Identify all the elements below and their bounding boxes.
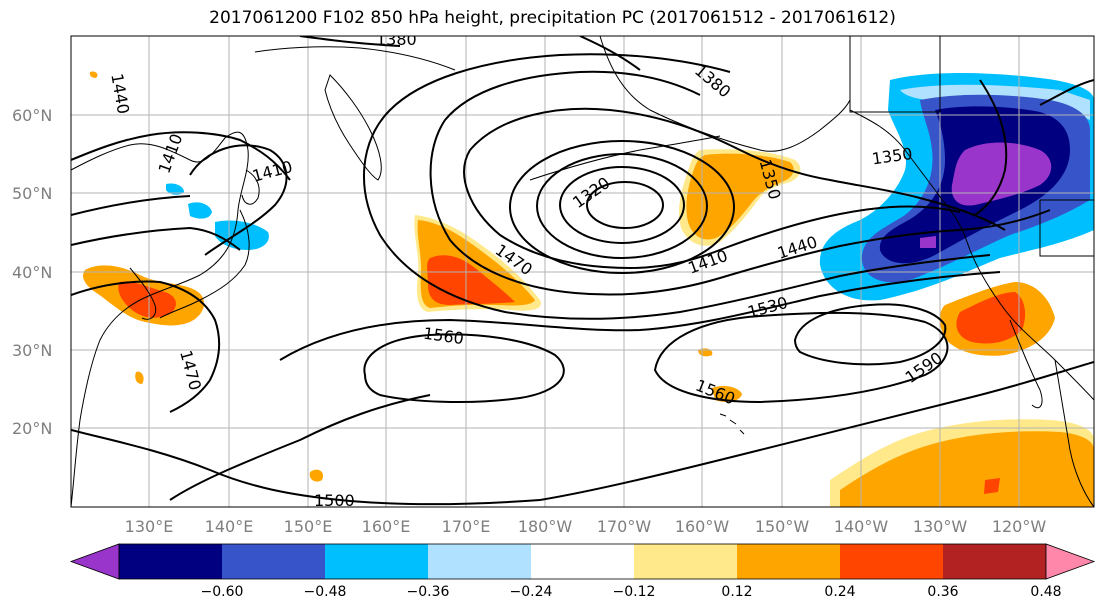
coast-nw-america <box>849 36 1094 401</box>
contour-1380-north <box>299 36 641 71</box>
colorbar-segment <box>531 544 634 579</box>
lon-label: 140°W <box>834 517 889 536</box>
colorbar-tick-label: −0.60 <box>201 584 244 600</box>
precip-region-pos-mexico-mid <box>840 431 1094 507</box>
lat-label: 30°N <box>12 341 52 360</box>
precip-region-pos-band-core <box>427 255 515 305</box>
colorbar: −0.60 −0.48 −0.36 −0.24 −0.12 0.12 0.24 0.36 0.4… <box>69 543 1096 600</box>
lon-label: 160°W <box>675 517 730 536</box>
lat-label: 50°N <box>12 184 52 203</box>
contour-1470 <box>363 53 991 320</box>
colorbar-tick-label: 0.36 <box>927 584 958 600</box>
precip-region-neg-asia2 <box>166 183 184 195</box>
colorbar-segment <box>840 544 943 579</box>
coast-us-border <box>1039 199 1094 257</box>
contour-1350 <box>536 153 708 259</box>
coast-asia <box>71 131 249 507</box>
contour-1590 <box>793 303 947 366</box>
contour-1500 <box>71 394 541 506</box>
precip-region-neg-core2 <box>920 236 936 248</box>
contour-1440 <box>429 70 1051 296</box>
contour-1440-asia <box>71 195 241 251</box>
precip-region-pos-gulf-mid <box>686 153 794 240</box>
lon-label: 150°E <box>284 517 333 536</box>
precip-region-pos-small2 <box>309 469 324 482</box>
colorbar-segment <box>325 544 428 579</box>
lon-label: 130°E <box>125 517 174 536</box>
coast-mexico <box>1054 359 1094 507</box>
coast-canada-box <box>849 36 941 113</box>
precip-region-neg-sakhalin <box>188 202 212 219</box>
precip-region-pos-asia-core <box>118 281 176 318</box>
precip-region-pos-small3 <box>135 371 144 384</box>
contour-1500-east <box>539 361 1094 501</box>
colorbar-segment <box>428 544 531 579</box>
contour-1560-east <box>653 311 949 404</box>
coast-hokkaido <box>241 169 260 205</box>
colorbar-tick-label: 0.12 <box>721 584 752 600</box>
coast-baja <box>1009 319 1043 409</box>
coast-siberia <box>254 46 456 71</box>
contour-1410-asia <box>189 144 288 256</box>
lat-axis: 60°N 50°N 40°N 30°N 20°N <box>12 106 52 438</box>
contour-1440-northwest <box>71 131 291 181</box>
precip-region-pos-small4 <box>89 71 98 78</box>
coast-korea <box>129 267 157 320</box>
map-title: 2017061200 F102 850 hPa height, precipit… <box>209 8 896 28</box>
contour-1560-west <box>363 333 565 403</box>
colorbar-segment <box>119 544 222 579</box>
lon-label: 130°W <box>913 517 968 536</box>
colorbar-segment <box>634 544 737 579</box>
height-contours <box>71 36 1094 506</box>
colorbar-extend-min <box>69 543 120 580</box>
contour-label: 1500 <box>314 491 355 510</box>
colorbar-tick-label: −0.12 <box>613 584 656 600</box>
colorbar-tick-label: −0.48 <box>304 584 347 600</box>
lon-label: 150°W <box>755 517 810 536</box>
colorbar-tick-label: 0.48 <box>1030 584 1061 600</box>
contour-1320 <box>559 166 685 244</box>
contour-1320-inner <box>586 181 664 229</box>
contour-1380-ne <box>974 79 1008 216</box>
lon-label: 140°E <box>205 517 254 536</box>
precip-fill-layer <box>83 71 1094 507</box>
lat-label: 40°N <box>12 263 52 282</box>
lon-axis: 130°E 140°E 150°E 160°E 170°E 180°W 170°… <box>125 517 1047 536</box>
colorbar-extend-max <box>1045 543 1096 580</box>
contour-1530 <box>279 271 1001 361</box>
lon-label: 170°E <box>442 517 491 536</box>
coast-alaska <box>599 36 851 152</box>
lat-label: 60°N <box>12 106 52 125</box>
colorbar-tick-label: −0.36 <box>407 584 450 600</box>
colorbar-tick-label: −0.24 <box>510 584 553 600</box>
contour-label: 1380 <box>376 30 417 49</box>
precip-region-pos-cal-core <box>956 292 1026 344</box>
lon-label: 180°W <box>518 517 573 536</box>
coast-japan <box>159 209 250 319</box>
lat-label: 20°N <box>12 419 52 438</box>
map-frame <box>70 35 1095 508</box>
contour-1380 <box>509 140 735 274</box>
precip-region-pos-hawaii <box>712 386 742 402</box>
precip-region-neg-light <box>900 84 1090 120</box>
colorbar-segment <box>943 544 1046 579</box>
lon-label: 160°E <box>362 517 411 536</box>
precip-region-neg-core <box>951 142 1052 206</box>
lon-label: 170°W <box>597 517 652 536</box>
coast-hawaii <box>719 413 745 435</box>
precip-region-pos-mexico-core <box>984 478 1000 494</box>
contour-1440-ne <box>1039 79 1094 106</box>
coastlines <box>71 36 1094 507</box>
colorbar-segment <box>222 544 325 579</box>
lon-label: 120°W <box>992 517 1047 536</box>
colorbar-segment <box>737 544 840 579</box>
colorbar-tick-label: 0.24 <box>824 584 855 600</box>
contour-1470-asia <box>71 280 221 413</box>
contour-1410 <box>463 107 1006 270</box>
coast-kamchatka <box>324 74 382 181</box>
